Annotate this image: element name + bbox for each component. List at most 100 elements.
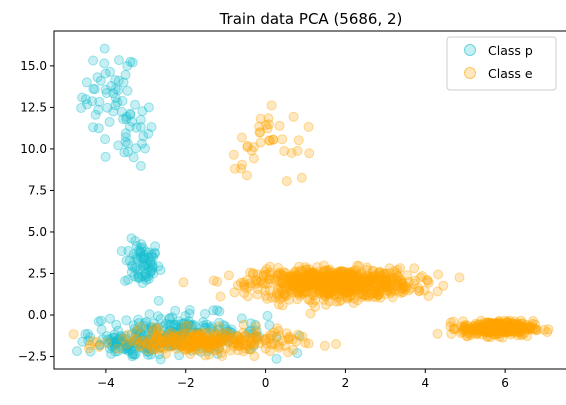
data-point <box>240 330 251 341</box>
data-point <box>140 246 151 257</box>
data-point <box>461 331 472 342</box>
data-point <box>207 336 218 347</box>
data-point <box>473 319 484 330</box>
data-point <box>371 286 382 297</box>
data-point <box>161 337 172 348</box>
data-point <box>150 248 160 259</box>
data-point <box>514 323 525 334</box>
data-point <box>135 342 146 353</box>
data-point <box>183 332 194 343</box>
data-point <box>364 275 375 286</box>
data-point <box>278 291 289 302</box>
data-point <box>503 325 514 336</box>
data-point <box>262 123 273 134</box>
data-point <box>264 320 275 331</box>
data-point <box>151 332 162 343</box>
data-point <box>494 315 504 326</box>
data-point <box>492 318 502 329</box>
data-point <box>352 272 363 283</box>
data-point <box>153 339 164 350</box>
data-point <box>381 272 392 283</box>
data-point <box>281 176 292 187</box>
data-point <box>123 274 134 285</box>
data-point <box>161 339 172 350</box>
data-point <box>143 102 154 113</box>
data-point <box>364 274 375 285</box>
data-point <box>291 279 302 290</box>
data-point <box>301 287 312 298</box>
data-point <box>486 323 497 334</box>
data-point <box>336 282 347 293</box>
data-point <box>367 266 378 276</box>
data-point <box>192 328 203 339</box>
data-point <box>307 268 318 279</box>
data-point <box>144 333 154 344</box>
data-point <box>173 330 184 341</box>
data-point <box>333 278 344 289</box>
data-point <box>505 323 516 334</box>
data-point <box>516 318 527 329</box>
data-point <box>141 275 152 285</box>
data-point <box>255 137 266 148</box>
data-point <box>490 319 501 330</box>
data-point <box>299 277 310 288</box>
data-point <box>382 285 393 296</box>
data-point <box>276 277 287 288</box>
data-point <box>99 43 110 54</box>
data-point <box>137 253 148 264</box>
x-axis-ticks: −4 −2 0 2 4 6 <box>97 369 509 390</box>
data-point <box>294 281 304 292</box>
data-point <box>190 328 201 339</box>
data-point <box>236 335 246 345</box>
data-point <box>180 332 190 343</box>
data-point <box>504 321 515 332</box>
data-point <box>90 109 101 120</box>
data-point <box>333 269 344 280</box>
data-point <box>190 331 200 342</box>
data-point <box>109 336 120 347</box>
data-point <box>110 100 121 111</box>
data-point <box>352 274 363 285</box>
data-point <box>251 332 262 343</box>
data-point <box>478 322 489 333</box>
data-point <box>166 341 177 352</box>
data-point <box>286 287 297 298</box>
data-point <box>308 274 319 285</box>
data-point <box>143 262 154 272</box>
data-point <box>504 322 515 333</box>
data-point <box>517 323 528 334</box>
data-point <box>198 320 209 331</box>
data-point <box>143 271 154 282</box>
data-point <box>216 347 227 358</box>
data-point <box>488 318 499 329</box>
data-point <box>329 284 340 295</box>
data-point <box>210 340 221 351</box>
data-point <box>488 324 498 334</box>
data-point <box>156 337 167 348</box>
data-point <box>491 326 502 337</box>
data-point <box>491 320 502 330</box>
data-point <box>152 338 163 348</box>
data-point <box>323 282 334 293</box>
data-point <box>121 338 132 349</box>
data-point <box>204 322 215 333</box>
data-point <box>279 278 290 289</box>
data-point <box>266 330 277 341</box>
data-point <box>179 321 190 332</box>
data-point <box>116 337 126 348</box>
x-tick-label: 6 <box>501 376 509 390</box>
data-point <box>161 330 172 340</box>
data-point <box>310 287 321 298</box>
data-point <box>155 354 166 365</box>
data-point <box>312 269 323 280</box>
data-point <box>302 272 313 283</box>
data-point <box>143 349 154 360</box>
data-point <box>193 328 204 339</box>
data-point <box>370 280 381 290</box>
data-point <box>531 325 542 336</box>
data-point <box>304 295 315 305</box>
data-point <box>492 326 503 337</box>
data-point <box>484 322 495 333</box>
data-point <box>125 56 136 67</box>
data-point <box>495 321 506 331</box>
